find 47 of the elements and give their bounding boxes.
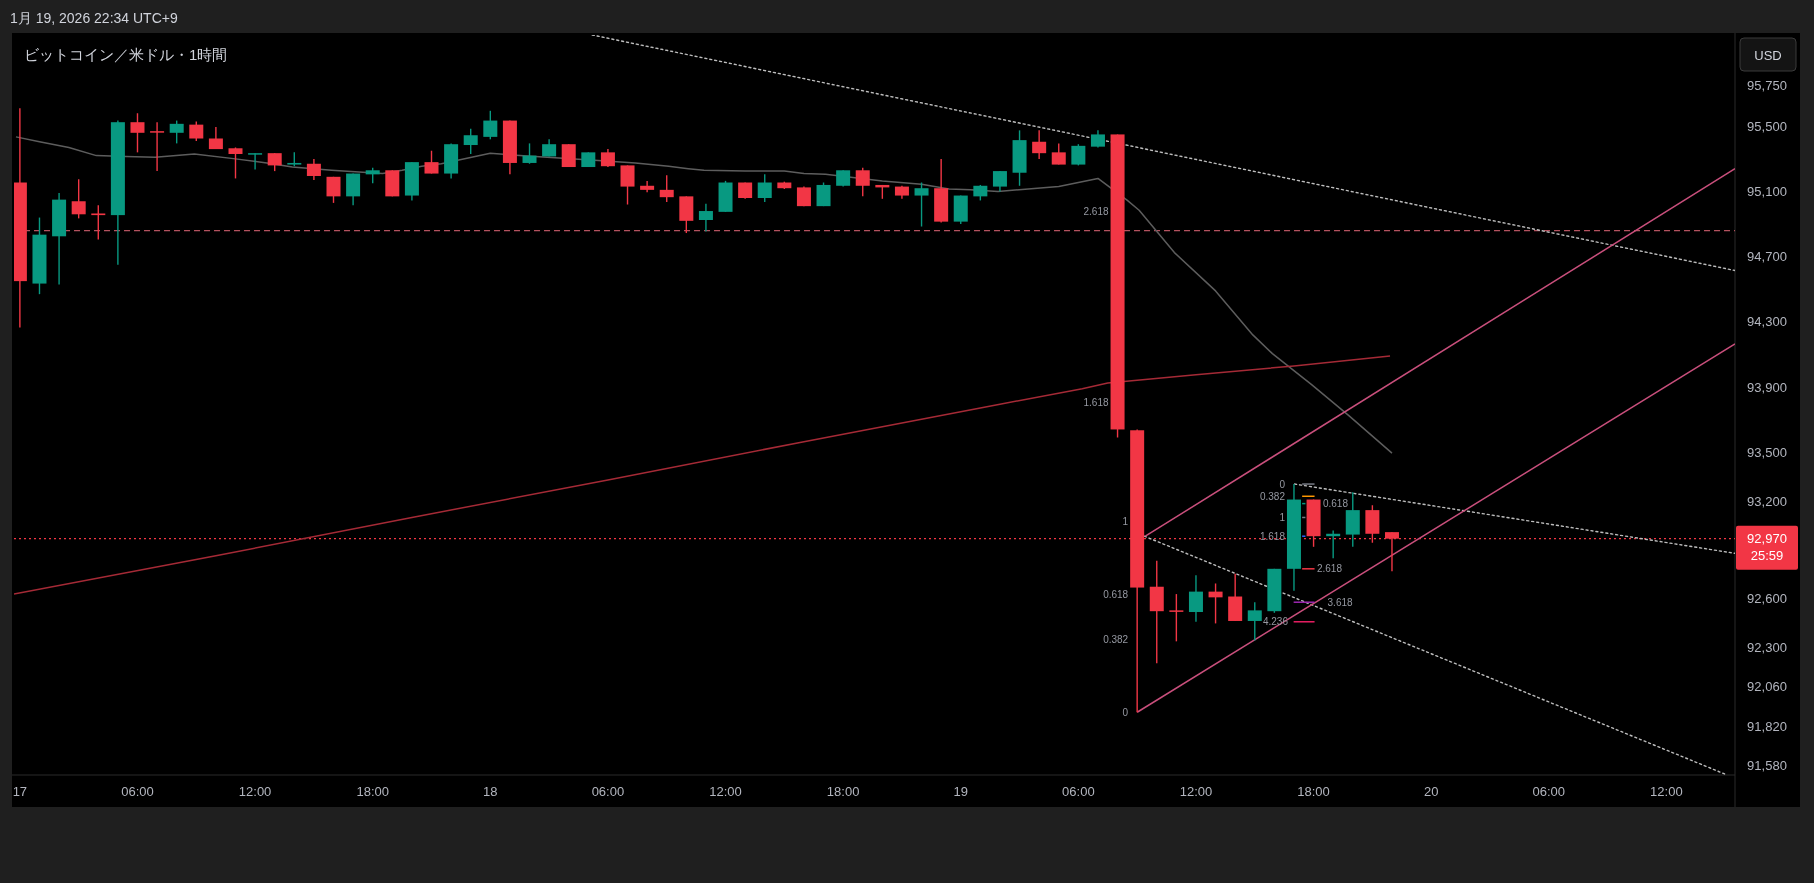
x-tick-label: 06:00	[591, 783, 625, 799]
y-tick-label: 93,900	[1747, 379, 1787, 395]
y-tick-label: 91,580	[1747, 757, 1787, 773]
y-tick-label: 95,100	[1747, 183, 1787, 199]
annotation: 0.618	[1103, 588, 1129, 600]
y-tick-label: 92,600	[1747, 591, 1787, 607]
y-tick-label: 94,300	[1747, 314, 1787, 330]
y-tick-label: 92,300	[1747, 640, 1787, 656]
annotation: 1.618	[1259, 530, 1286, 542]
x-tick-label: 12:00	[238, 783, 272, 799]
y-tick-label: 93,500	[1747, 444, 1787, 460]
annotation: 0.382	[1103, 634, 1129, 646]
x-tick-label: 12:00	[1650, 783, 1683, 799]
chart-subtitle: 1月 19, 2026 22:34 UTC+9	[10, 10, 178, 26]
x-tick-label: 06:00	[1062, 783, 1095, 799]
x-tick-label: 06:00	[1532, 783, 1566, 799]
y-tick-label: 91,820	[1747, 718, 1787, 734]
y-tick-label: 95,500	[1747, 118, 1787, 134]
y-tick-label: 95,750	[1747, 78, 1787, 94]
y-tick-label: 92,060	[1747, 679, 1787, 695]
annotation: 1	[1122, 516, 1129, 528]
x-tick-label: 18:00	[1297, 783, 1330, 799]
annotation: 0.618	[1322, 498, 1349, 510]
annotation: 3.618	[1327, 596, 1354, 608]
annotation: 0	[1279, 478, 1286, 490]
x-tick-label: 17	[12, 783, 28, 799]
text: 25:59	[1750, 548, 1784, 564]
ref-line-label: 92,970	[1747, 531, 1787, 547]
annotation: 0	[1122, 706, 1129, 718]
annotation: 1.618	[1083, 397, 1109, 409]
x-tick-label: 20	[1423, 783, 1439, 799]
y-tick-label: 93,200	[1747, 493, 1787, 509]
x-tick-label: 18:00	[356, 783, 389, 799]
annotation: 0.382	[1259, 490, 1286, 502]
x-tick-label: 12:00	[1179, 783, 1213, 799]
annotation: 1	[1279, 511, 1286, 523]
y-tick-label: 94,700	[1747, 249, 1787, 265]
x-tick-label: 18:00	[826, 783, 860, 799]
x-tick-label: 12:00	[709, 783, 742, 799]
x-tick-label: 18	[483, 783, 498, 799]
text: ビットコイン／米ドル・1時間	[24, 45, 228, 63]
annotation: 2.618	[1083, 206, 1109, 218]
x-tick-label: 19	[953, 783, 968, 799]
annotation: 2.618	[1316, 563, 1343, 575]
y-axis-title: USD	[1754, 47, 1782, 63]
line-series	[15, 136, 1393, 454]
x-tick-label: 06:00	[121, 783, 154, 799]
